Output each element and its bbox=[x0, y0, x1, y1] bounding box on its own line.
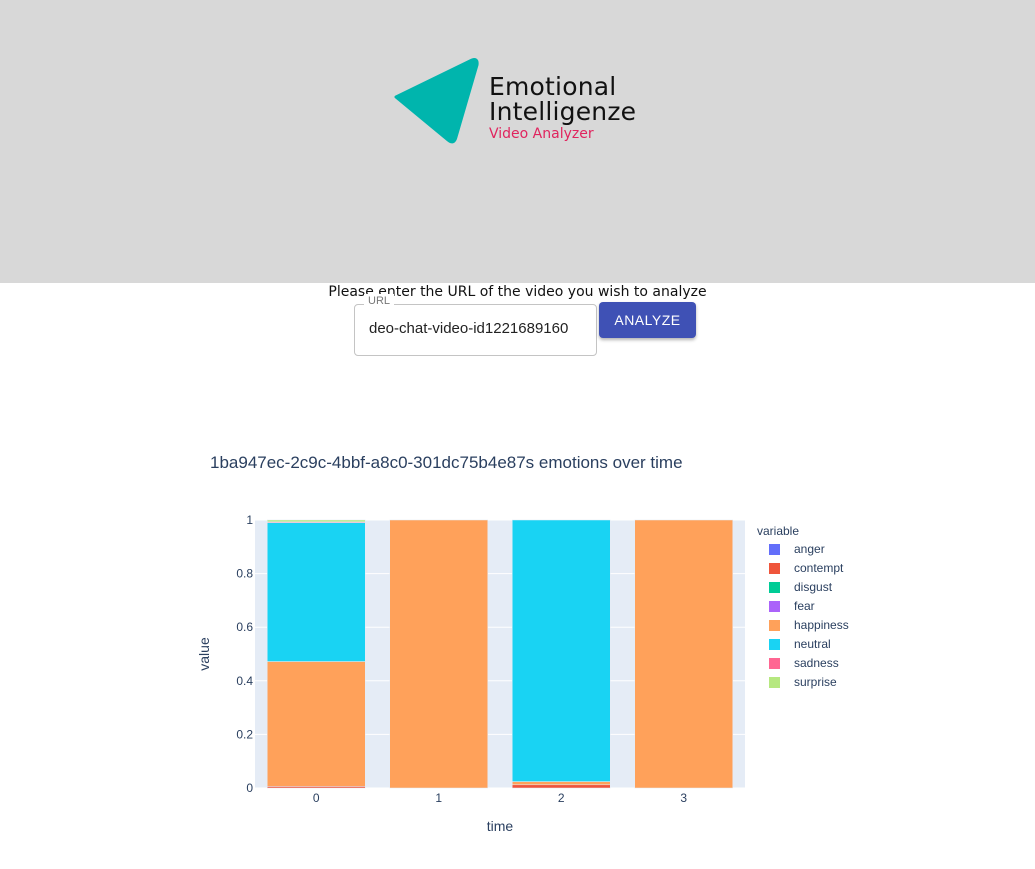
url-input-field[interactable]: deo-chat-video-id1221689160 bbox=[354, 304, 597, 356]
legend-label-sadness: sadness bbox=[794, 656, 839, 670]
legend-swatch-surprise bbox=[769, 677, 780, 688]
legend-swatch-happiness bbox=[769, 620, 780, 631]
y-tick-label: 0.6 bbox=[236, 620, 253, 634]
chart-legend: variable anger contempt disgust fear happines… bbox=[757, 524, 849, 689]
legend-label-surprise: surprise bbox=[794, 675, 837, 689]
bar-segment-surprise bbox=[267, 519, 366, 523]
logo-title-line1: Emotional bbox=[489, 72, 617, 101]
legend-label-neutral: neutral bbox=[794, 637, 831, 651]
url-input-value[interactable]: deo-chat-video-id1221689160 bbox=[369, 320, 569, 337]
analyze-button[interactable]: ANALYZE bbox=[599, 302, 696, 338]
legend-title: variable bbox=[757, 524, 799, 538]
legend-label-contempt: contempt bbox=[794, 561, 844, 575]
y-tick-label: 0.8 bbox=[236, 567, 253, 581]
y-axis-title: value bbox=[196, 637, 212, 671]
legend-swatch-fear bbox=[769, 601, 780, 612]
legend-label-happiness: happiness bbox=[794, 618, 849, 632]
bar-segment-neutral bbox=[267, 522, 366, 662]
bar-segment-happiness bbox=[512, 781, 611, 786]
bar-segment-happiness bbox=[267, 661, 366, 787]
x-tick-label: 1 bbox=[435, 791, 442, 805]
legend-label-fear: fear bbox=[794, 599, 815, 613]
x-tick-label: 3 bbox=[680, 791, 687, 805]
y-tick-label: 0.2 bbox=[236, 727, 253, 741]
url-input-label: URL bbox=[364, 294, 395, 308]
header-banner: Emotional Intelligenze Video Analyzer bbox=[0, 0, 1035, 283]
chart-plot-area: 0 0.2 0.4 0.6 0.8 1 0 1 2 3 bbox=[236, 513, 745, 805]
app-logo: Emotional Intelligenze Video Analyzer bbox=[394, 57, 654, 147]
teal-triangle-play-icon bbox=[394, 58, 479, 144]
chart-title: 1ba947ec-2c9c-4bbf-a8c0-301dc75b4e87s em… bbox=[210, 453, 683, 472]
y-tick-label: 1 bbox=[246, 513, 253, 527]
logo-title-line2: Intelligenze bbox=[489, 97, 637, 126]
legend-swatch-sadness bbox=[769, 658, 780, 669]
legend-swatch-anger bbox=[769, 544, 780, 555]
bar-segment-happiness bbox=[389, 519, 488, 789]
bar-segment-happiness bbox=[634, 519, 733, 789]
x-tick-label: 2 bbox=[558, 791, 565, 805]
x-tick-label: 0 bbox=[313, 791, 320, 805]
y-tick-label: 0.4 bbox=[236, 674, 253, 688]
bar-segment-contempt bbox=[512, 784, 611, 789]
url-prompt-text: Please enter the URL of the video you wi… bbox=[328, 284, 707, 300]
x-axis-title: time bbox=[487, 818, 514, 834]
legend-swatch-contempt bbox=[769, 563, 780, 574]
legend-swatch-neutral bbox=[769, 639, 780, 650]
legend-label-anger: anger bbox=[794, 542, 825, 556]
logo-subtitle: Video Analyzer bbox=[489, 126, 594, 142]
emotions-chart: 1ba947ec-2c9c-4bbf-a8c0-301dc75b4e87s em… bbox=[196, 453, 849, 834]
legend-label-disgust: disgust bbox=[794, 580, 833, 594]
legend-swatch-disgust bbox=[769, 582, 780, 593]
y-tick-label: 0 bbox=[246, 781, 253, 795]
bar-segment-neutral bbox=[512, 519, 611, 782]
